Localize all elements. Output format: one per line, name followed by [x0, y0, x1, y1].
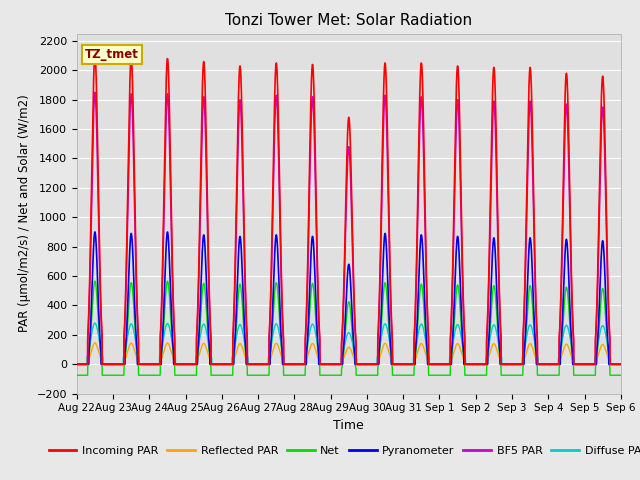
Title: Tonzi Tower Met: Solar Radiation: Tonzi Tower Met: Solar Radiation	[225, 13, 472, 28]
X-axis label: Time: Time	[333, 419, 364, 432]
Text: TZ_tmet: TZ_tmet	[85, 48, 139, 61]
Y-axis label: PAR (μmol/m2/s) / Net and Solar (W/m2): PAR (μmol/m2/s) / Net and Solar (W/m2)	[18, 95, 31, 333]
Legend: Incoming PAR, Reflected PAR, Net, Pyranometer, BF5 PAR, Diffuse PAR: Incoming PAR, Reflected PAR, Net, Pyrano…	[44, 441, 640, 460]
